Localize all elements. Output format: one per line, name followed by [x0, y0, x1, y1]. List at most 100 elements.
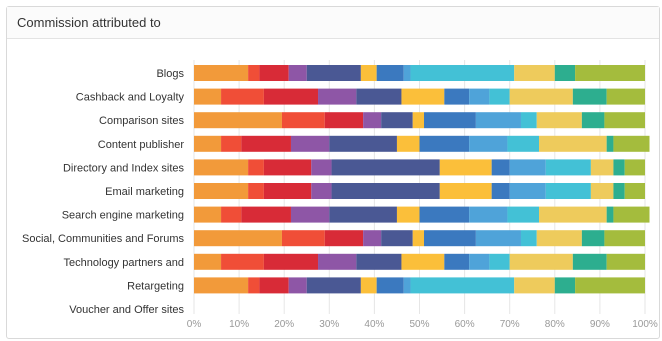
bar-segment	[590, 183, 614, 199]
bar-segment	[248, 183, 264, 199]
bar-segment	[613, 135, 650, 152]
bar-segment	[194, 253, 222, 270]
bar-segment	[539, 135, 607, 152]
bar-segment	[396, 206, 420, 223]
bar-segment	[259, 65, 289, 81]
x-tick-label: 90%	[590, 319, 610, 330]
bar-segment	[469, 253, 490, 270]
bar-segment	[263, 88, 319, 105]
bar-segment	[360, 277, 377, 294]
x-tick-label: 0%	[187, 319, 202, 330]
category-label: Social, Communities and Forums	[22, 233, 185, 245]
bar-segment	[536, 112, 582, 129]
bar-segment	[613, 206, 650, 223]
bar-segment	[194, 159, 249, 176]
x-tick-label: 20%	[274, 319, 294, 330]
bar-segment	[403, 277, 411, 294]
bar-segment	[248, 159, 264, 176]
bar-segment	[469, 206, 508, 223]
bar-segment	[281, 230, 325, 247]
bar-segment	[444, 253, 470, 270]
x-tick-label: 40%	[364, 319, 384, 330]
bar-segment	[241, 206, 291, 223]
bar-segment	[311, 159, 332, 176]
bar-segment	[572, 88, 607, 105]
bar-segment	[221, 135, 242, 152]
bar-segment	[539, 206, 607, 223]
category-label: Voucher and Offer sites	[69, 304, 184, 316]
bar-segment	[606, 135, 614, 152]
bar-segment	[324, 112, 364, 129]
bar-segment	[536, 230, 582, 247]
category-label: Comparison sites	[99, 115, 184, 127]
bar-segment	[194, 65, 249, 81]
bar-segment	[221, 88, 264, 105]
bar-segment	[509, 88, 573, 105]
bar-segment	[259, 277, 289, 294]
bar-segment	[419, 135, 470, 152]
bar-segment	[439, 183, 492, 199]
bar-segment	[288, 277, 307, 294]
bar-segment	[306, 65, 361, 81]
bar-segment	[290, 206, 330, 223]
bar-segment	[248, 277, 260, 294]
bar-segment	[263, 253, 319, 270]
bar-segment	[606, 206, 614, 223]
bar-segment	[439, 159, 492, 176]
category-label: Email marketing	[105, 186, 184, 198]
bar-segment	[381, 230, 413, 247]
bar-segment	[613, 159, 625, 176]
x-tick-label: 100%	[632, 319, 658, 330]
x-tick-label: 50%	[409, 319, 429, 330]
bar-segment	[575, 65, 645, 81]
bar-segment	[507, 206, 540, 223]
x-tick-label: 10%	[229, 319, 249, 330]
bar-segment	[572, 253, 607, 270]
bar-segment	[194, 183, 249, 199]
bar-segment	[590, 159, 614, 176]
bar-segment	[360, 65, 377, 81]
category-label: Directory and Index sites	[63, 162, 185, 174]
bar-segment	[520, 230, 537, 247]
bar-segment	[263, 183, 312, 199]
bar-segment	[489, 253, 510, 270]
bar-segment	[545, 183, 591, 199]
bar-segment	[412, 112, 425, 129]
x-tick-label: 30%	[319, 319, 339, 330]
bar-segment	[376, 65, 404, 81]
bar-segment	[263, 159, 312, 176]
bar-segment	[514, 277, 555, 294]
bar-segment	[475, 112, 521, 129]
bar-segment	[604, 230, 645, 247]
bar-segment	[194, 112, 282, 129]
bar-segment	[469, 135, 508, 152]
bar-segment	[606, 253, 645, 270]
bar-segment	[288, 65, 307, 81]
bar-segment	[194, 230, 282, 247]
bar-segment	[410, 277, 515, 294]
panel-title: Commission attributed to	[7, 7, 659, 39]
category-label: Cashback and Loyalty	[76, 92, 185, 104]
bar-segment	[248, 65, 260, 81]
bar-segment	[507, 135, 540, 152]
bar-segment	[545, 159, 591, 176]
bar-segment	[554, 277, 576, 294]
bar-segment	[624, 183, 645, 199]
bar-segment	[624, 159, 645, 176]
x-tick-label: 80%	[545, 319, 565, 330]
bar-segment	[604, 112, 645, 129]
bar-segment	[509, 159, 546, 176]
category-label: Blogs	[156, 68, 184, 80]
bar-segment	[581, 112, 605, 129]
bar-segment	[509, 183, 546, 199]
bar-segment	[194, 277, 249, 294]
bar-segment	[419, 206, 470, 223]
bar-segment	[329, 135, 397, 152]
bar-segment	[401, 253, 445, 270]
bar-segment	[613, 183, 625, 199]
bar-segment	[412, 230, 425, 247]
bar-segment	[331, 159, 440, 176]
bar-segment	[329, 206, 397, 223]
bar-segment	[554, 65, 576, 81]
